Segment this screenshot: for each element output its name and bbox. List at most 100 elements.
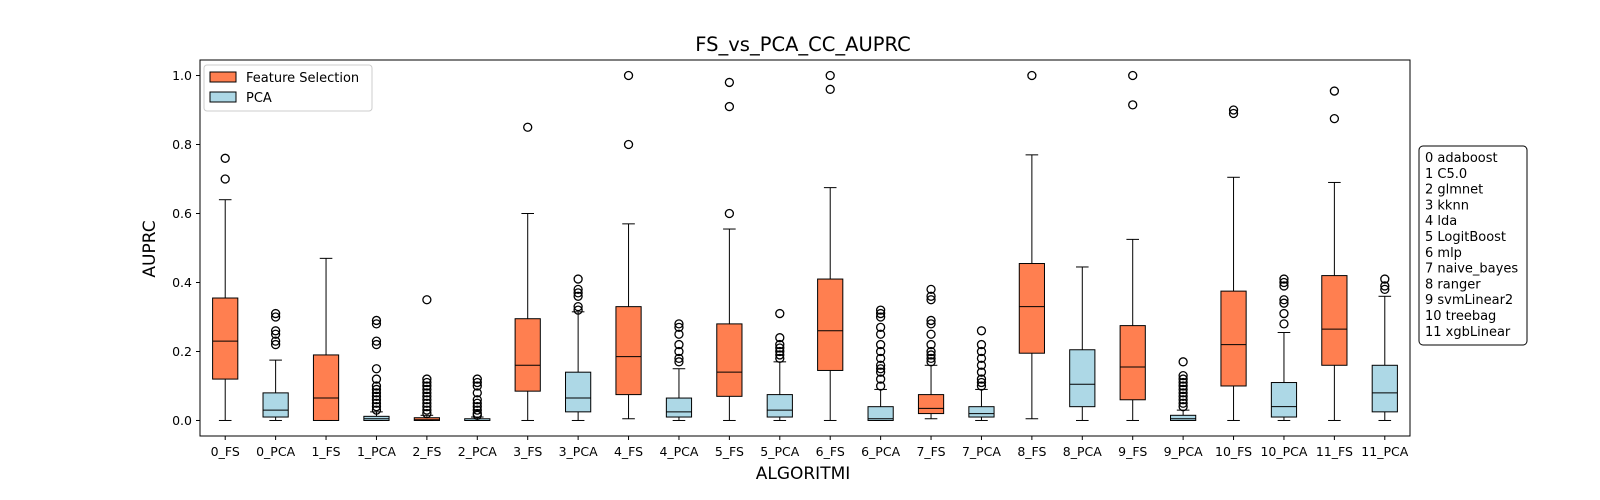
outlier-point xyxy=(573,291,583,301)
x-tick-label: 4_PCA xyxy=(659,444,698,459)
outlier-point xyxy=(371,339,382,350)
outlier-point xyxy=(1128,70,1138,81)
iqr-box xyxy=(1220,290,1247,387)
outlier-point xyxy=(371,315,382,326)
outlier-point xyxy=(371,319,382,329)
outlier-point xyxy=(371,391,382,401)
outlier-point xyxy=(875,367,886,377)
outlier-point xyxy=(472,374,482,384)
outlier-point xyxy=(775,343,785,353)
outlier-point xyxy=(422,395,432,405)
iqr-box xyxy=(867,406,894,421)
outlier-point xyxy=(976,374,987,384)
x-tick-label: 8_PCA xyxy=(1063,444,1102,459)
outlier-point xyxy=(775,350,785,360)
box-5_PCA: 5_PCA xyxy=(760,308,800,459)
outlier-point xyxy=(674,322,684,332)
outlier-point xyxy=(926,329,936,339)
outlier-point xyxy=(270,312,281,322)
outlier-point xyxy=(976,353,987,364)
x-tick-label: 10_FS xyxy=(1215,444,1252,459)
outlier-point xyxy=(724,208,735,219)
outlier-point xyxy=(674,319,684,329)
box-9_PCA: 9_PCA xyxy=(1164,357,1203,459)
box-8_PCA: 8_PCA xyxy=(1063,266,1102,459)
x-tick-label: 1_FS xyxy=(311,444,340,459)
outlier-point xyxy=(976,339,987,350)
algorithm-key-line: 7 naive_bayes xyxy=(1425,262,1518,277)
outlier-point xyxy=(1178,395,1188,405)
outlier-point xyxy=(1178,370,1188,381)
outlier-point xyxy=(976,377,987,388)
x-tick-label: 6_PCA xyxy=(861,444,900,459)
box-1_PCA: 1_PCA xyxy=(357,315,396,459)
iqr-box xyxy=(514,318,541,392)
outlier-point xyxy=(926,319,936,329)
x-tick-label: 9_FS xyxy=(1118,444,1147,459)
outlier-point xyxy=(926,339,936,350)
x-tick-label: 2_PCA xyxy=(458,444,497,459)
outlier-point xyxy=(926,315,936,326)
outlier-point xyxy=(926,357,936,367)
outlier-point xyxy=(775,346,785,357)
outlier-point xyxy=(1128,100,1138,110)
outlier-point xyxy=(674,346,684,357)
outlier-point xyxy=(422,388,432,398)
outlier-point xyxy=(422,381,432,391)
outlier-point xyxy=(1178,374,1188,384)
algorithm-key-line: 11 xgbLinear xyxy=(1425,325,1511,340)
box-3_PCA: 3_PCA xyxy=(559,274,598,459)
outlier-point xyxy=(371,384,382,395)
outlier-point xyxy=(422,402,432,412)
algorithm-key-line: 4 lda xyxy=(1425,214,1457,229)
outlier-point xyxy=(472,377,482,388)
outlier-point xyxy=(875,381,886,391)
outlier-point xyxy=(1178,377,1188,388)
algorithm-key-line: 3 kknn xyxy=(1425,198,1469,213)
outlier-point xyxy=(674,357,684,367)
outlier-point xyxy=(875,305,886,315)
iqr-box xyxy=(1321,275,1348,366)
outlier-point xyxy=(371,405,382,415)
outlier-point xyxy=(371,398,382,408)
outlier-point xyxy=(422,384,432,395)
iqr-box xyxy=(1069,349,1096,408)
outlier-point xyxy=(976,326,987,336)
outlier-point xyxy=(472,405,482,415)
outlier-point xyxy=(371,374,382,384)
y-tick-label: 0.4 xyxy=(172,275,192,290)
outlier-point xyxy=(1178,384,1188,395)
iqr-box xyxy=(1119,325,1146,401)
outlier-point xyxy=(1279,295,1289,305)
outlier-point xyxy=(1279,281,1289,291)
iqr-box xyxy=(615,306,642,396)
box-4_PCA: 4_PCA xyxy=(659,319,699,459)
outlier-point xyxy=(875,339,886,350)
x-tick-label: 8_FS xyxy=(1017,444,1046,459)
x-axis-title: ALGORITMI xyxy=(756,464,851,484)
outlier-point xyxy=(825,70,835,81)
outlier-point xyxy=(1228,108,1239,119)
outlier-point xyxy=(926,295,936,305)
iqr-box xyxy=(1170,414,1197,421)
box-7_PCA: 7_PCA xyxy=(962,326,1001,459)
outlier-point xyxy=(270,308,281,319)
outlier-point xyxy=(724,77,735,88)
box-9_FS: 9_FS xyxy=(1118,70,1147,459)
outlier-point xyxy=(220,153,230,163)
x-tick-label: 5_PCA xyxy=(760,444,799,459)
outlier-point xyxy=(1178,381,1188,391)
x-tick-label: 0_PCA xyxy=(256,444,295,459)
outlier-point xyxy=(875,374,886,384)
iqr-box xyxy=(968,406,995,418)
outlier-point xyxy=(422,408,432,419)
outlier-point xyxy=(623,70,634,81)
x-tick-label: 2_FS xyxy=(412,444,441,459)
algorithm-key-line: 2 glmnet xyxy=(1425,183,1483,198)
outlier-point xyxy=(422,374,432,384)
iqr-box xyxy=(1371,364,1398,413)
outlier-point xyxy=(976,381,987,391)
outlier-point xyxy=(775,353,785,364)
outlier-point xyxy=(371,364,382,374)
